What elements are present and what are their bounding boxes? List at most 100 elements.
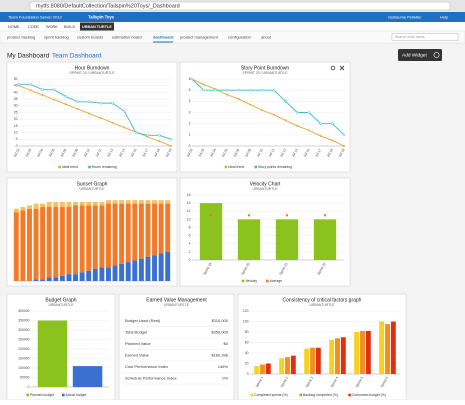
add-widget-button[interactable] (398, 49, 442, 61)
subnav-item[interactable]: configuration (228, 34, 251, 39)
bar (86, 270, 92, 281)
address-bar[interactable] (29, 1, 451, 11)
bar (158, 253, 164, 281)
bar (158, 200, 164, 204)
point (284, 119, 287, 122)
tab-my-dashboard[interactable]: My Dashboard (7, 53, 50, 60)
bar (360, 330, 365, 374)
point (76, 100, 79, 104)
bar (66, 201, 72, 208)
subnav-item[interactable]: estimation board (112, 34, 142, 39)
search-box[interactable] (391, 33, 459, 41)
point (343, 145, 345, 147)
nav-item[interactable]: URBAN TURTLE (82, 25, 112, 29)
legend-label: Actual budget (66, 393, 87, 397)
y-tick-label: 2 (189, 122, 191, 126)
y-tick-label: 14 (187, 201, 191, 205)
x-tick-label: Jul 11 (268, 148, 276, 158)
subnav-item[interactable]: about (261, 34, 272, 39)
widget-title: Velocity Chart (250, 181, 281, 187)
nav-item[interactable]: BUILD (64, 25, 75, 29)
subnav-item[interactable]: product backlog (7, 34, 35, 39)
point (319, 135, 322, 137)
widget-subtitle: URBANTURTLE (253, 187, 279, 191)
point (249, 88, 252, 92)
bar (132, 203, 138, 261)
point (158, 140, 161, 143)
x-tick-label: Sprint 5 (355, 376, 364, 388)
bar (158, 203, 164, 254)
bar (165, 203, 171, 252)
y-tick-label: 0 (28, 385, 30, 389)
point (295, 111, 299, 114)
y-tick-label: 100 (243, 319, 249, 323)
y-tick-label: 3 (189, 110, 191, 114)
legend-swatch (265, 279, 269, 283)
add-icon (433, 52, 440, 58)
project-name[interactable]: Tailspin Toys (88, 14, 115, 19)
point (134, 131, 138, 134)
subnav-item[interactable]: dashboard (153, 34, 174, 39)
x-tick-label: Jul 04 (36, 148, 44, 158)
x-tick-label: Jul 19 (165, 148, 173, 158)
nav-item[interactable]: CODE (28, 25, 39, 29)
x-tick-label: Jul 19 (338, 148, 346, 158)
bar (72, 366, 103, 387)
user-name[interactable]: Guillaume Pelletier (388, 14, 422, 19)
nav-item[interactable]: HOME (8, 25, 20, 29)
bar (79, 201, 85, 206)
evm-label: Total Budget (125, 330, 148, 335)
bar (354, 332, 360, 374)
y-tick-label: 20 (245, 361, 249, 365)
legend-label: Backlog completed (%) (303, 393, 338, 397)
evm-value: 146% (218, 364, 229, 369)
nav-bar (0, 22, 465, 31)
bar (66, 207, 72, 275)
legend-label: Average (270, 279, 283, 283)
widget-subtitle: URBANTURTLE (80, 187, 106, 191)
x-tick-label: Jul 02 (186, 148, 194, 158)
close-icon[interactable] (339, 65, 345, 71)
bar (254, 366, 260, 374)
x-tick-label: Jul 10 (256, 148, 264, 158)
bar (265, 363, 271, 374)
y-tick-label: 12 (187, 209, 191, 213)
y-tick-label: 5 (189, 88, 191, 92)
x-tick-label: Jul 06 (59, 148, 67, 158)
product-name: Team Foundation Server 2012 (8, 14, 63, 19)
bar (145, 203, 151, 257)
bar (79, 205, 85, 273)
x-tick-label: Sprint 21 (278, 262, 288, 276)
help-link[interactable]: Help (440, 14, 449, 19)
subnav-item[interactable]: sprint backlog (44, 34, 69, 39)
nav-item[interactable]: WORK (46, 25, 58, 29)
legend-swatch (299, 393, 303, 397)
legend-swatch (61, 393, 65, 397)
bar (125, 203, 131, 263)
bar (112, 265, 118, 281)
bar (119, 203, 125, 264)
tab-team-dashboard[interactable]: Team Dashboard (52, 53, 102, 60)
point (202, 83, 205, 86)
bar (86, 205, 92, 271)
evm-value: $110,000 (212, 318, 229, 323)
x-tick-label: Sprint 2 (280, 376, 289, 388)
y-tick-label: 350000 (18, 318, 29, 322)
point (169, 137, 173, 141)
subnav-item[interactable]: custom boards (77, 34, 103, 39)
add-widget-label: Add Widget (402, 53, 427, 59)
y-tick-label: 35 (14, 97, 18, 101)
point (237, 88, 241, 92)
widget (118, 293, 235, 401)
bar (13, 212, 19, 281)
point (76, 107, 79, 110)
point (190, 77, 194, 81)
legend-label: Hours remaining (92, 165, 117, 169)
subnav-item[interactable]: product management (180, 34, 219, 39)
url: mytfs:8080/DefaultCollection/Tailspin%20… (36, 4, 180, 10)
bar (119, 200, 125, 204)
point (296, 124, 299, 127)
point (272, 113, 275, 116)
settings-icon[interactable] (330, 65, 336, 71)
